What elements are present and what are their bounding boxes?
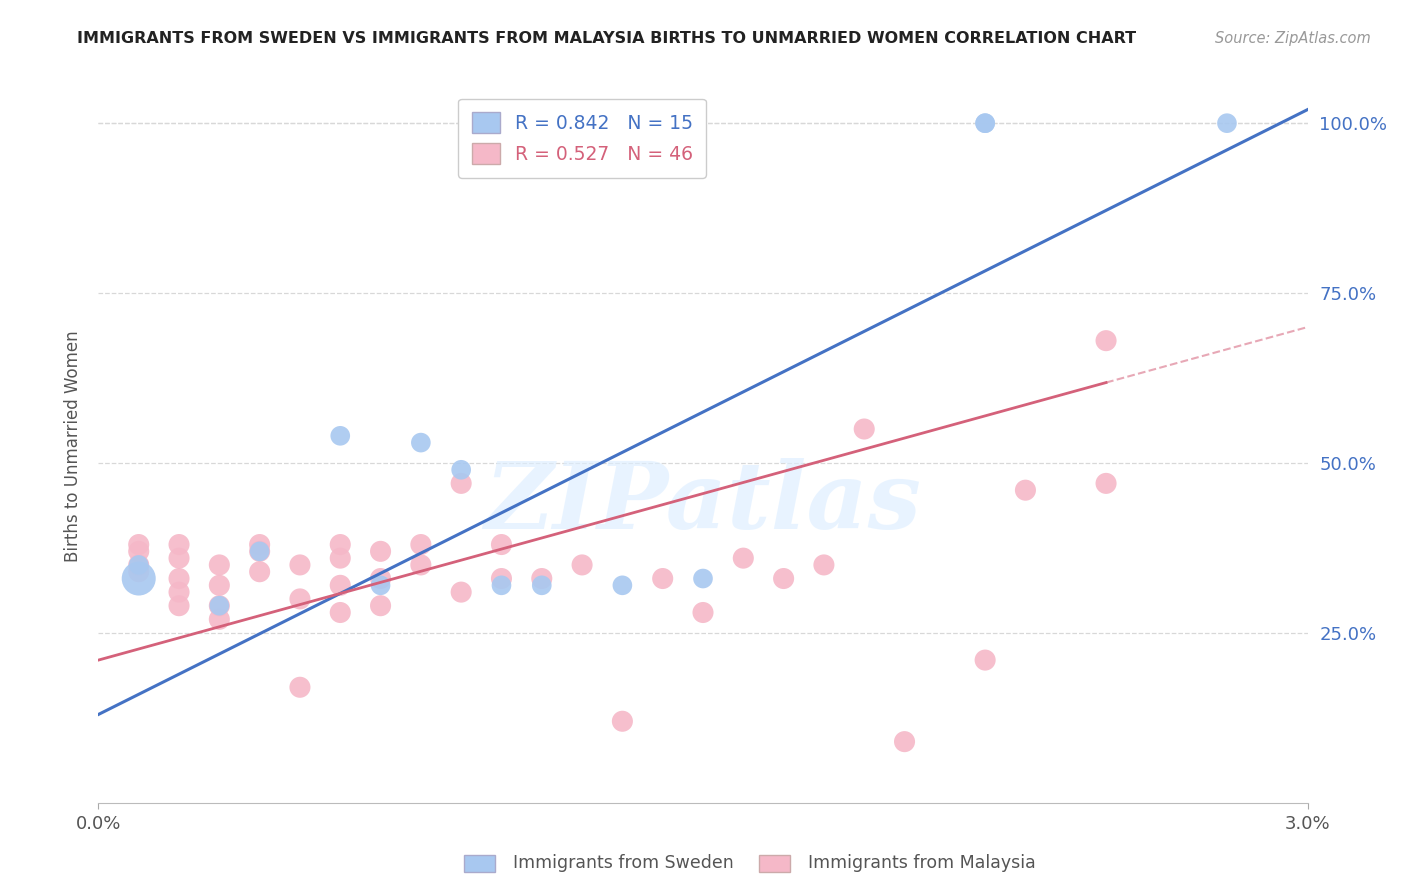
Point bbox=[329, 429, 352, 443]
Point bbox=[491, 578, 513, 592]
Point bbox=[329, 606, 352, 620]
Point bbox=[329, 551, 352, 566]
Point bbox=[167, 572, 190, 586]
Point bbox=[571, 558, 593, 572]
Point bbox=[128, 558, 150, 572]
Point bbox=[128, 544, 150, 558]
Legend: R = 0.842   N = 15, R = 0.527   N = 46: R = 0.842 N = 15, R = 0.527 N = 46 bbox=[458, 99, 706, 178]
Point bbox=[974, 116, 997, 130]
Point bbox=[208, 599, 231, 613]
Point bbox=[651, 572, 673, 586]
Point bbox=[974, 653, 997, 667]
Point bbox=[1216, 116, 1239, 130]
Point bbox=[249, 537, 271, 551]
Point bbox=[530, 578, 553, 592]
Point bbox=[530, 572, 553, 586]
Point bbox=[370, 544, 392, 558]
Text: Source: ZipAtlas.com: Source: ZipAtlas.com bbox=[1215, 31, 1371, 46]
Point bbox=[288, 680, 311, 694]
Point bbox=[329, 537, 352, 551]
Point bbox=[1095, 476, 1118, 491]
Point bbox=[288, 558, 311, 572]
Point bbox=[208, 578, 231, 592]
Point bbox=[733, 551, 755, 566]
Text: ZIPatlas: ZIPatlas bbox=[485, 458, 921, 548]
Point bbox=[450, 463, 472, 477]
Point bbox=[288, 591, 311, 606]
Y-axis label: Births to Unmarried Women: Births to Unmarried Women bbox=[63, 330, 82, 562]
Point bbox=[612, 714, 634, 729]
Point bbox=[208, 558, 231, 572]
Point bbox=[370, 572, 392, 586]
Point bbox=[893, 734, 915, 748]
Point bbox=[692, 606, 714, 620]
Point bbox=[409, 537, 432, 551]
Point bbox=[813, 558, 835, 572]
Point bbox=[370, 599, 392, 613]
Point bbox=[612, 578, 634, 592]
Point bbox=[167, 585, 190, 599]
Text: IMMIGRANTS FROM SWEDEN VS IMMIGRANTS FROM MALAYSIA BIRTHS TO UNMARRIED WOMEN COR: IMMIGRANTS FROM SWEDEN VS IMMIGRANTS FRO… bbox=[77, 31, 1136, 46]
Point bbox=[208, 599, 231, 613]
Point bbox=[167, 537, 190, 551]
Point bbox=[692, 572, 714, 586]
Point bbox=[249, 544, 271, 558]
Point bbox=[450, 585, 472, 599]
Point bbox=[853, 422, 876, 436]
Point bbox=[1014, 483, 1036, 498]
Point bbox=[370, 578, 392, 592]
Text: Immigrants from Sweden: Immigrants from Sweden bbox=[513, 855, 734, 872]
Point bbox=[491, 537, 513, 551]
Point bbox=[491, 572, 513, 586]
Point bbox=[974, 116, 997, 130]
Point bbox=[128, 565, 150, 579]
Point bbox=[409, 435, 432, 450]
Point bbox=[1095, 334, 1118, 348]
Point bbox=[249, 565, 271, 579]
Point bbox=[450, 476, 472, 491]
Point bbox=[167, 551, 190, 566]
Point bbox=[249, 544, 271, 558]
Point bbox=[128, 572, 150, 586]
Text: Immigrants from Malaysia: Immigrants from Malaysia bbox=[808, 855, 1036, 872]
Point bbox=[128, 537, 150, 551]
Point bbox=[409, 558, 432, 572]
Point bbox=[208, 612, 231, 626]
Point bbox=[329, 578, 352, 592]
Point bbox=[772, 572, 794, 586]
Point bbox=[167, 599, 190, 613]
Point bbox=[128, 558, 150, 572]
